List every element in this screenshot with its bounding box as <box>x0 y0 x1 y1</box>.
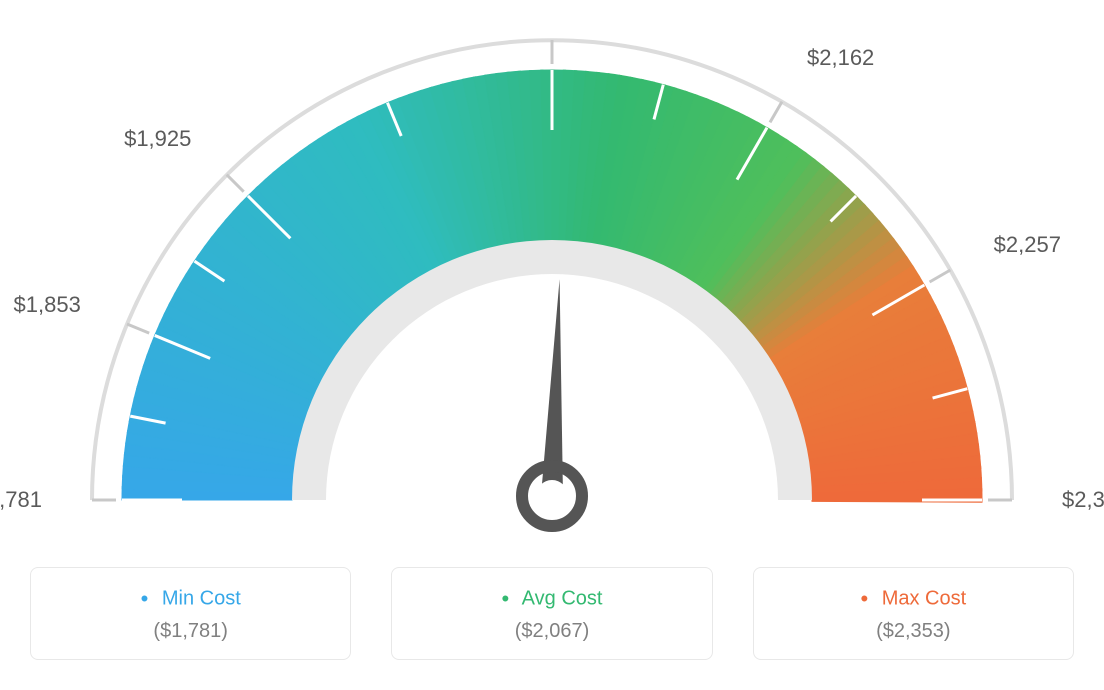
legend-value-min: ($1,781) <box>41 620 340 643</box>
gauge-area: $1,781$1,853$1,925$2,067$2,162$2,257$2,3… <box>0 0 1104 560</box>
legend-row: Min Cost ($1,781) Avg Cost ($2,067) Max … <box>0 567 1104 660</box>
legend-card-avg: Avg Cost ($2,067) <box>391 567 712 660</box>
legend-title-avg: Avg Cost <box>402 586 701 612</box>
gauge-tick-label: $2,162 <box>807 45 874 71</box>
legend-card-min: Min Cost ($1,781) <box>30 567 351 660</box>
gauge-needle <box>522 279 582 526</box>
gauge-tick-label: $2,257 <box>994 232 1061 258</box>
legend-title-max: Max Cost <box>764 586 1063 612</box>
gauge-tick-label: $1,853 <box>14 292 81 318</box>
gauge-tick-label: $1,925 <box>124 126 191 152</box>
legend-label-max: Max Cost <box>882 587 966 609</box>
gauge-chart-container: $1,781$1,853$1,925$2,067$2,162$2,257$2,3… <box>0 0 1104 690</box>
legend-card-max: Max Cost ($2,353) <box>753 567 1074 660</box>
gauge-svg <box>0 0 1104 560</box>
legend-value-avg: ($2,067) <box>402 620 701 643</box>
gauge-tick-label: $1,781 <box>0 487 42 513</box>
legend-value-max: ($2,353) <box>764 620 1063 643</box>
legend-title-min: Min Cost <box>41 586 340 612</box>
gauge-tick-label: $2,353 <box>1062 487 1104 513</box>
legend-label-min: Min Cost <box>162 587 241 609</box>
legend-label-avg: Avg Cost <box>522 587 603 609</box>
